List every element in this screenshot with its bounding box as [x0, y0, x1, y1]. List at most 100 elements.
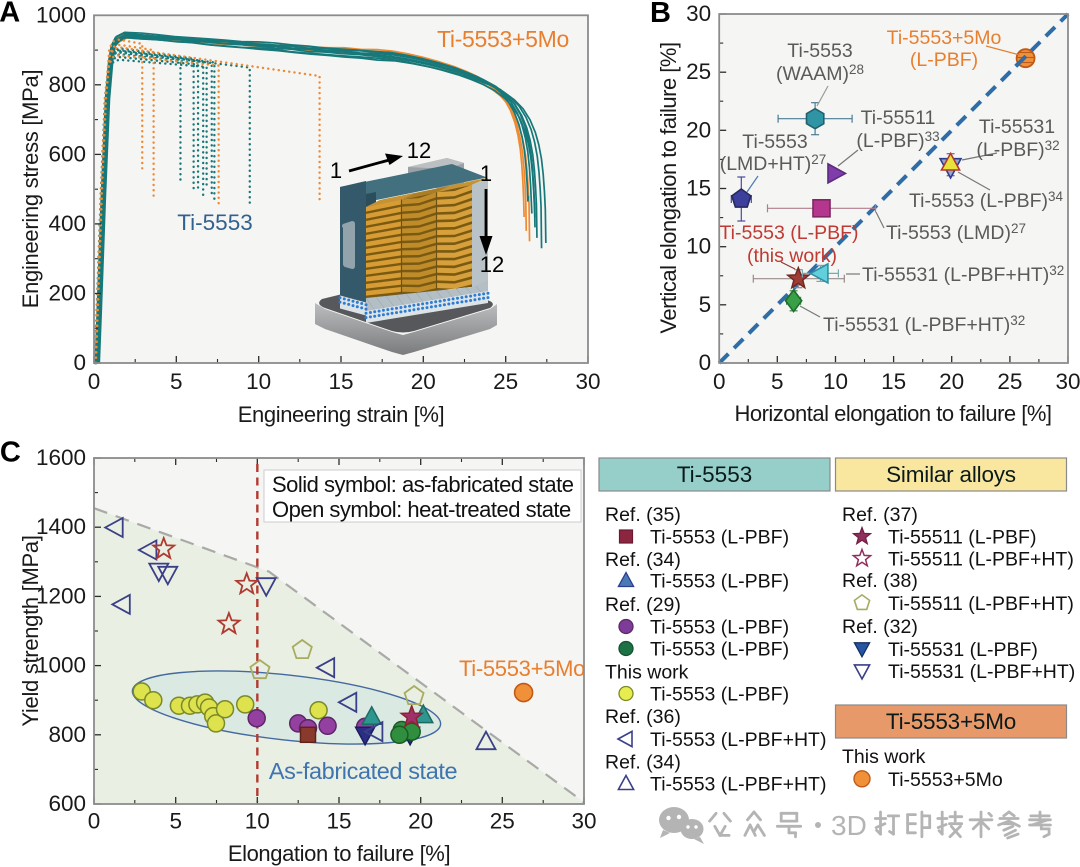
svg-text:30: 30: [1055, 369, 1080, 394]
svg-text:15: 15: [686, 176, 711, 201]
svg-text:Elongation to failure [%]: Elongation to failure [%]: [228, 841, 450, 866]
svg-text:Ti-5553+5Mo: Ti-5553+5Mo: [437, 26, 569, 52]
svg-text:10: 10: [686, 234, 711, 259]
svg-text:30: 30: [571, 809, 596, 834]
svg-text:Ref. (29): Ref. (29): [605, 594, 681, 616]
svg-text:This work: This work: [842, 746, 926, 768]
svg-text:(WAAM)28: (WAAM)28: [776, 62, 864, 85]
svg-text:1000: 1000: [36, 653, 86, 678]
svg-text:Ti-55531: Ti-55531: [979, 116, 1055, 138]
svg-text:Engineering stress [MPa]: Engineering stress [MPa]: [18, 70, 43, 309]
svg-text:Solid symbol: as-fabricated st: Solid symbol: as-fabricated state: [272, 472, 574, 497]
svg-text:As-fabricated state: As-fabricated state: [269, 758, 458, 784]
svg-text:(L-PBF): (L-PBF): [910, 49, 978, 71]
svg-text:Ti-55531 (L-PBF+HT)32: Ti-55531 (L-PBF+HT)32: [823, 313, 1025, 336]
svg-text:Ti-55511: Ti-55511: [861, 107, 936, 129]
svg-text:This work: This work: [605, 662, 689, 684]
svg-text:Ref. (38): Ref. (38): [842, 570, 918, 592]
svg-text:Ti-5553+5Mo: Ti-5553+5Mo: [887, 27, 1002, 49]
svg-text:25: 25: [493, 369, 518, 394]
svg-text:Engineering strain [%]: Engineering strain [%]: [238, 402, 444, 427]
svg-text:200: 200: [48, 281, 86, 306]
svg-text:20: 20: [686, 117, 711, 142]
svg-text:600: 600: [48, 141, 86, 166]
svg-text:Ti-5553+5Mo: Ti-5553+5Mo: [888, 769, 1003, 791]
svg-text:(L-PBF)32: (L-PBF)32: [976, 138, 1059, 161]
svg-text:800: 800: [48, 722, 86, 747]
svg-text:Ref. (34): Ref. (34): [605, 549, 681, 571]
svg-text:10: 10: [246, 369, 271, 394]
svg-text:0: 0: [699, 350, 712, 375]
svg-text:Ti-5553 (L-PBF): Ti-5553 (L-PBF): [719, 222, 858, 244]
svg-text:25: 25: [686, 59, 711, 84]
svg-text:12: 12: [407, 138, 431, 163]
svg-text:Ti-5553 (LMD)27: Ti-5553 (LMD)27: [886, 221, 1026, 244]
svg-text:Ref. (37): Ref. (37): [842, 504, 918, 526]
svg-text:Ti-5553 (L-PBF+HT): Ti-5553 (L-PBF+HT): [650, 774, 826, 796]
svg-text:Ti-55511 (L-PBF+HT): Ti-55511 (L-PBF+HT): [888, 593, 1074, 615]
svg-text:Ti-5553 (L-PBF)34: Ti-5553 (L-PBF)34: [909, 189, 1064, 212]
svg-text:0: 0: [88, 369, 101, 394]
svg-text:Horizontal elongation to failu: Horizontal elongation to failure [%]: [734, 401, 1051, 426]
svg-text:Ti-55531 (L-PBF): Ti-55531 (L-PBF): [888, 639, 1038, 661]
svg-text:600: 600: [48, 791, 86, 816]
svg-text:Ti-55511 (L-PBF+HT): Ti-55511 (L-PBF+HT): [888, 549, 1074, 571]
svg-text:Ti-5553: Ti-5553: [177, 210, 252, 235]
svg-text:20: 20: [411, 369, 436, 394]
svg-text:Ti-5553 (L-PBF): Ti-5553 (L-PBF): [650, 527, 789, 549]
svg-text:25: 25: [997, 369, 1022, 394]
svg-text:Ti-5553: Ti-5553: [742, 131, 807, 153]
svg-text:Ti-5553 (L-PBF+HT): Ti-5553 (L-PBF+HT): [650, 729, 826, 751]
svg-text:A: A: [0, 0, 20, 28]
svg-text:Ti-5553: Ti-5553: [787, 40, 852, 62]
svg-text:Ti-5553 (L-PBF): Ti-5553 (L-PBF): [650, 571, 789, 593]
svg-text:1400: 1400: [36, 514, 86, 539]
svg-text:Ti-5553 (L-PBF): Ti-5553 (L-PBF): [650, 684, 789, 706]
svg-text:12: 12: [480, 252, 504, 277]
svg-text:20: 20: [408, 809, 433, 834]
svg-text:15: 15: [881, 369, 906, 394]
svg-text:1: 1: [480, 161, 492, 186]
svg-text:Similar alloys: Similar alloys: [886, 462, 1016, 487]
svg-text:1600: 1600: [36, 445, 86, 470]
svg-text:25: 25: [490, 809, 515, 834]
svg-text:(LMD+HT)27: (LMD+HT)27: [720, 152, 827, 175]
svg-text:Ref. (32): Ref. (32): [842, 616, 918, 638]
svg-text:C: C: [0, 437, 21, 469]
svg-text:Ti-5553 (L-PBF): Ti-5553 (L-PBF): [650, 639, 789, 661]
svg-text:Ti-55511 (L-PBF): Ti-55511 (L-PBF): [888, 527, 1036, 549]
svg-text:(this work): (this work): [747, 245, 837, 267]
svg-text:0: 0: [88, 809, 101, 834]
svg-text:Ti-55531 (L-PBF+HT): Ti-55531 (L-PBF+HT): [888, 661, 1075, 683]
svg-text:15: 15: [328, 369, 353, 394]
svg-text:20: 20: [939, 369, 964, 394]
svg-text:800: 800: [48, 72, 86, 97]
svg-text:Ti-5553+5Mo: Ti-5553+5Mo: [886, 709, 1016, 734]
svg-text:Ti-55531 (L-PBF+HT)32: Ti-55531 (L-PBF+HT)32: [862, 263, 1064, 286]
svg-text:10: 10: [823, 369, 848, 394]
svg-text:(L-PBF)33: (L-PBF)33: [856, 129, 939, 152]
svg-text:30: 30: [686, 1, 711, 26]
svg-text:0: 0: [73, 350, 86, 375]
svg-text:Ti-5553+5Mo: Ti-5553+5Mo: [459, 656, 585, 681]
svg-text:10: 10: [245, 809, 270, 834]
svg-text:15: 15: [326, 809, 351, 834]
svg-text:Yield strength [MPa]: Yield strength [MPa]: [18, 535, 43, 726]
svg-text:Vertical elongation to failure: Vertical elongation to failure [%]: [656, 42, 681, 333]
svg-text:400: 400: [48, 211, 86, 236]
svg-text:5: 5: [699, 292, 712, 317]
svg-text:1000: 1000: [36, 2, 86, 27]
svg-text:Ref. (35): Ref. (35): [605, 504, 681, 526]
svg-text:B: B: [650, 0, 671, 29]
svg-text:Open symbol: heat-treated stat: Open symbol: heat-treated state: [272, 497, 571, 522]
svg-text:0: 0: [713, 369, 726, 394]
svg-text:Ti-5553 (L-PBF): Ti-5553 (L-PBF): [650, 617, 789, 639]
svg-text:5: 5: [170, 369, 183, 394]
svg-text:5: 5: [169, 809, 182, 834]
svg-text:Ti-5553: Ti-5553: [677, 462, 752, 487]
svg-text:Ref. (34): Ref. (34): [605, 752, 681, 774]
svg-text:1: 1: [330, 158, 342, 183]
svg-text:3D: 3D: [831, 810, 867, 841]
svg-text:1200: 1200: [36, 583, 86, 608]
svg-text:5: 5: [771, 369, 784, 394]
